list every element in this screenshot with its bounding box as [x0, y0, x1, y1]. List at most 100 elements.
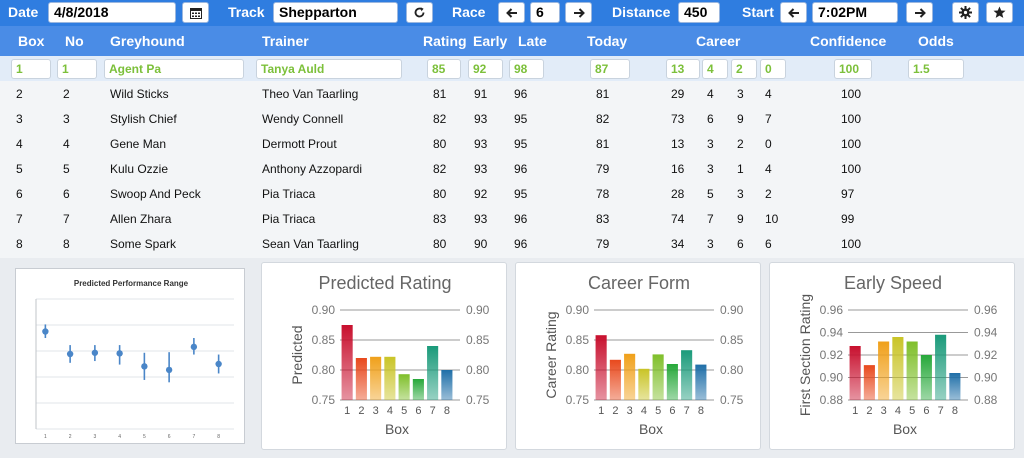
cell-career-wins[interactable]: 4 — [702, 59, 728, 79]
cell-box[interactable]: 1 — [11, 59, 51, 79]
table-row[interactable]: 6 6 Swoop And Peck Pia Triaca 80 92 95 78 28 5 3 2 9… — [0, 181, 1024, 206]
col-confidence[interactable]: Confidence — [810, 33, 887, 49]
bar — [427, 346, 439, 400]
refresh-button[interactable] — [406, 2, 433, 23]
bar — [949, 373, 961, 400]
bar — [384, 356, 396, 400]
prev-start-button[interactable] — [780, 2, 807, 23]
data-point — [116, 350, 123, 357]
bar — [370, 356, 382, 400]
table-row[interactable]: 3 3 Stylish Chief Wendy Connell 82 93 95 82 73 6 9… — [0, 106, 1024, 131]
col-career[interactable]: Career — [696, 33, 741, 49]
cell-late: 96 — [514, 87, 528, 101]
table-row[interactable]: 8 8 Some Spark Sean Van Taarling 80 90 96 79 34 3… — [0, 231, 1024, 256]
cell-late: 96 — [514, 237, 528, 251]
cell-early: 93 — [474, 212, 488, 226]
bar — [892, 337, 904, 400]
cell-confidence: 100 — [841, 112, 862, 126]
cell-box: 3 — [16, 112, 23, 126]
x-tick-label: 7 — [938, 405, 944, 417]
date-field[interactable]: 4/8/2018 — [48, 2, 176, 23]
cell-late[interactable]: 98 — [509, 59, 544, 79]
cell-career-starts[interactable]: 13 — [666, 59, 700, 79]
y-tick-label-right: 0.90 — [466, 303, 490, 317]
cell-late: 95 — [514, 137, 528, 151]
y-tick-label-right: 0.90 — [720, 303, 744, 317]
cell-box: 2 — [16, 87, 23, 101]
cell-no[interactable]: 1 — [57, 59, 97, 79]
distance-label: Distance — [612, 4, 671, 20]
y-axis-label: First Section Rating — [797, 294, 813, 416]
cell-career-1: 4 — [707, 87, 714, 101]
cell-early: 93 — [474, 137, 488, 151]
cell-early: 93 — [474, 112, 488, 126]
col-box[interactable]: Box — [18, 33, 45, 49]
cell-rating[interactable]: 85 — [427, 59, 461, 79]
col-rating[interactable]: Rating — [423, 33, 467, 49]
table-row[interactable]: 5 5 Kulu Ozzie Anthony Azzopardi 82 93 96 79 16 3… — [0, 156, 1024, 181]
cell-career-seconds[interactable]: 2 — [731, 59, 757, 79]
cell-confidence[interactable]: 100 — [834, 59, 872, 79]
table-row[interactable]: 7 7 Allen Zhara Pia Triaca 83 93 96 83 74 7 9 10 99 — [0, 206, 1024, 231]
y-tick-label: 0.75 — [312, 393, 336, 407]
distance-field[interactable]: 450 — [678, 2, 720, 23]
arrow-left-icon — [787, 7, 799, 18]
gear-icon — [959, 6, 972, 19]
cell-no: 6 — [63, 187, 70, 201]
cell-trainer[interactable]: Tanya Auld — [256, 59, 402, 79]
x-axis-label: Box — [385, 421, 409, 437]
cell-early[interactable]: 92 — [468, 59, 503, 79]
cell-career-1: 6 — [707, 112, 714, 126]
cell-career-0: 13 — [671, 137, 685, 151]
cell-greyhound[interactable]: Agent Pa — [104, 59, 244, 79]
start-time-field[interactable]: 7:02PM — [812, 2, 898, 23]
cell-trainer: Pia Triaca — [262, 187, 316, 201]
y-tick-label: 0.80 — [566, 363, 590, 377]
cell-greyhound: Wild Sticks — [110, 87, 169, 101]
col-trainer[interactable]: Trainer — [262, 33, 309, 49]
table-row[interactable]: 4 4 Gene Man Dermott Prout 80 93 95 81 13 3 2 0 100 — [0, 131, 1024, 156]
favorite-button[interactable] — [986, 2, 1013, 23]
cell-career-2: 1 — [737, 162, 744, 176]
cell-greyhound: Swoop And Peck — [110, 187, 201, 201]
cell-confidence: 100 — [841, 237, 862, 251]
cell-career-1: 7 — [707, 212, 714, 226]
predicted-rating-svg: Predicted Rating 0.90 0.90 0.85 0.85 0.80 0.80… — [289, 273, 490, 437]
bar — [652, 354, 664, 400]
cell-today[interactable]: 87 — [590, 59, 630, 79]
track-field[interactable]: Shepparton — [273, 2, 398, 23]
col-no[interactable]: No — [65, 33, 84, 49]
cell-odds[interactable]: 1.5 — [908, 59, 964, 79]
y-tick-label-right: 0.92 — [974, 348, 998, 362]
refresh-icon — [414, 7, 425, 18]
cell-no: 3 — [63, 112, 70, 126]
bar — [609, 359, 621, 400]
cell-confidence: 100 — [841, 137, 862, 151]
cell-career-thirds[interactable]: 0 — [760, 59, 786, 79]
col-greyhound[interactable]: Greyhound — [110, 33, 185, 49]
predicted-rating-chart: Predicted Rating 0.90 0.90 0.85 0.85 0.80 0.80… — [261, 262, 507, 450]
bar — [863, 365, 875, 400]
data-point — [91, 349, 99, 356]
cell-no: 5 — [63, 162, 70, 176]
col-today[interactable]: Today — [587, 33, 628, 49]
x-tick-label: 4 — [118, 434, 121, 440]
performance-range-svg: Predicted Performance Range 1 2 3 4 5 6 7 8 — [35, 279, 234, 440]
next-start-button[interactable] — [906, 2, 933, 23]
bar — [638, 368, 650, 400]
prev-race-button[interactable] — [498, 2, 525, 23]
col-odds[interactable]: Odds — [918, 33, 954, 49]
x-tick-label: 1 — [852, 405, 858, 417]
calendar-button[interactable] — [182, 2, 209, 23]
settings-button[interactable] — [952, 2, 979, 23]
data-point — [141, 363, 148, 370]
col-late[interactable]: Late — [518, 33, 547, 49]
race-field[interactable]: 6 — [530, 2, 560, 23]
performance-range-chart: Predicted Performance Range 1 2 3 4 5 6 7 8 — [15, 268, 245, 444]
col-early[interactable]: Early — [473, 33, 508, 49]
next-race-button[interactable] — [565, 2, 592, 23]
table-row[interactable]: 2 2 Wild Sticks Theo Van Taarling 81 91 96 81 29… — [0, 81, 1024, 106]
table-row-selected[interactable]: 1 1 Agent Pa Tanya Auld 85 92 98 87 13 4… — [0, 56, 1024, 81]
bar — [441, 370, 453, 400]
